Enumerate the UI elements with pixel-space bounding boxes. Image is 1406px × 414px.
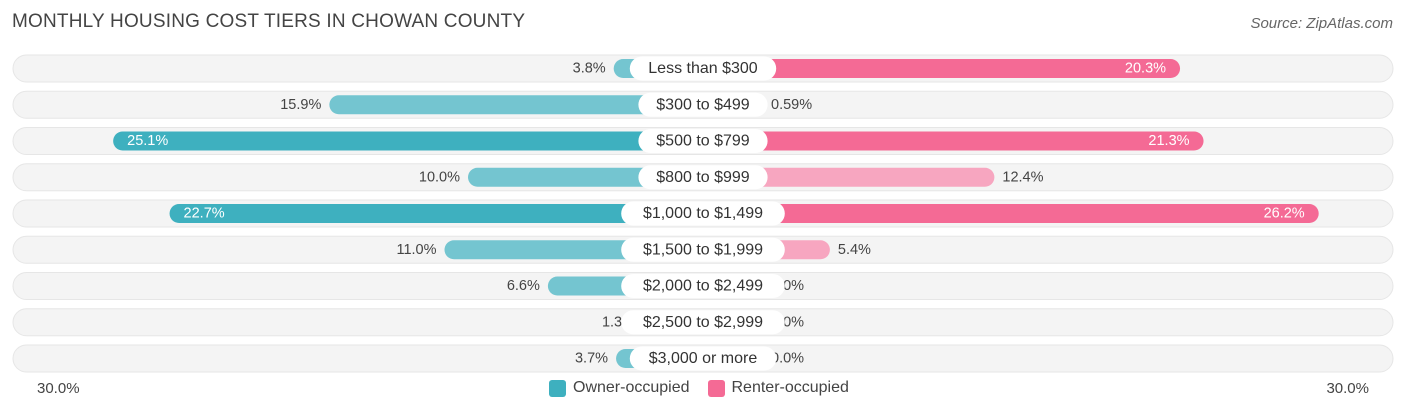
owner-value-label: 11.0%: [396, 242, 436, 258]
axis-left-label: 30.0%: [37, 380, 80, 397]
renter-value-label: 5.4%: [838, 242, 871, 258]
owner-bar: [329, 95, 703, 115]
category-pill: [621, 237, 785, 262]
category-label: $2,000 to $2,499: [643, 278, 763, 295]
category-pill: [621, 274, 785, 298]
renter-value-label: 12.4%: [1002, 169, 1043, 185]
renter-value-label: 0.0%: [771, 351, 804, 367]
category-label: $800 to $999: [656, 169, 750, 186]
category-pill: [629, 346, 777, 371]
renter-bar: [703, 131, 1204, 151]
renter-bar: [703, 59, 1181, 78]
renter-bar: [703, 167, 995, 187]
owner-value-label: 25.1%: [127, 133, 168, 149]
source-label: Source: ZipAtlas.com: [1250, 15, 1393, 32]
category-label: $3,000 or more: [649, 350, 758, 367]
category-pill: [638, 129, 768, 153]
renter-value-label: 0.59%: [771, 97, 812, 113]
category-label: $1,000 to $1,499: [643, 205, 763, 222]
owner-value-label: 3.7%: [575, 351, 608, 367]
category-label: $1,500 to $1,999: [643, 241, 763, 258]
category-label: $500 to $799: [656, 133, 750, 150]
renter-value-label: 21.3%: [1148, 133, 1189, 149]
legend-swatch-owner: [549, 379, 566, 397]
owner-bar: [113, 131, 703, 151]
axis-right-label: 30.0%: [1326, 380, 1369, 397]
owner-value-label: 15.9%: [280, 97, 321, 113]
legend-label-owner: Owner-occupied: [573, 379, 690, 396]
category-pill: [629, 56, 777, 81]
diverging-bar-chart: 3.8% 20.3% Less than $300 15.9% 0.59% $300 to…: [12, 54, 1394, 373]
category-pill: [638, 92, 768, 117]
legend-label-renter: Renter-occupied: [731, 379, 849, 396]
legend-item-owner: Owner-occupied: [549, 379, 690, 397]
renter-bar: [703, 204, 1319, 223]
owner-value-label: 3.8%: [573, 61, 606, 77]
renter-value-label: 26.2%: [1264, 206, 1305, 222]
category-pill: [621, 310, 785, 335]
chart-title: MONTHLY HOUSING COST TIERS IN CHOWAN COU…: [12, 11, 526, 32]
category-pill: [638, 165, 768, 190]
category-label: $2,500 to $2,999: [643, 314, 763, 331]
category-pill: [621, 201, 785, 226]
legend: Owner-occupied Renter-occupied: [549, 379, 849, 397]
owner-value-label: 22.7%: [184, 206, 225, 222]
renter-value-label: 20.3%: [1125, 61, 1166, 77]
owner-value-label: 10.0%: [419, 169, 460, 185]
owner-bar: [169, 204, 704, 223]
legend-item-renter: Renter-occupied: [707, 379, 849, 397]
legend-swatch-renter: [707, 379, 725, 397]
owner-value-label: 6.6%: [507, 278, 540, 294]
category-label: $300 to $499: [656, 96, 750, 113]
category-label: Less than $300: [648, 60, 758, 77]
